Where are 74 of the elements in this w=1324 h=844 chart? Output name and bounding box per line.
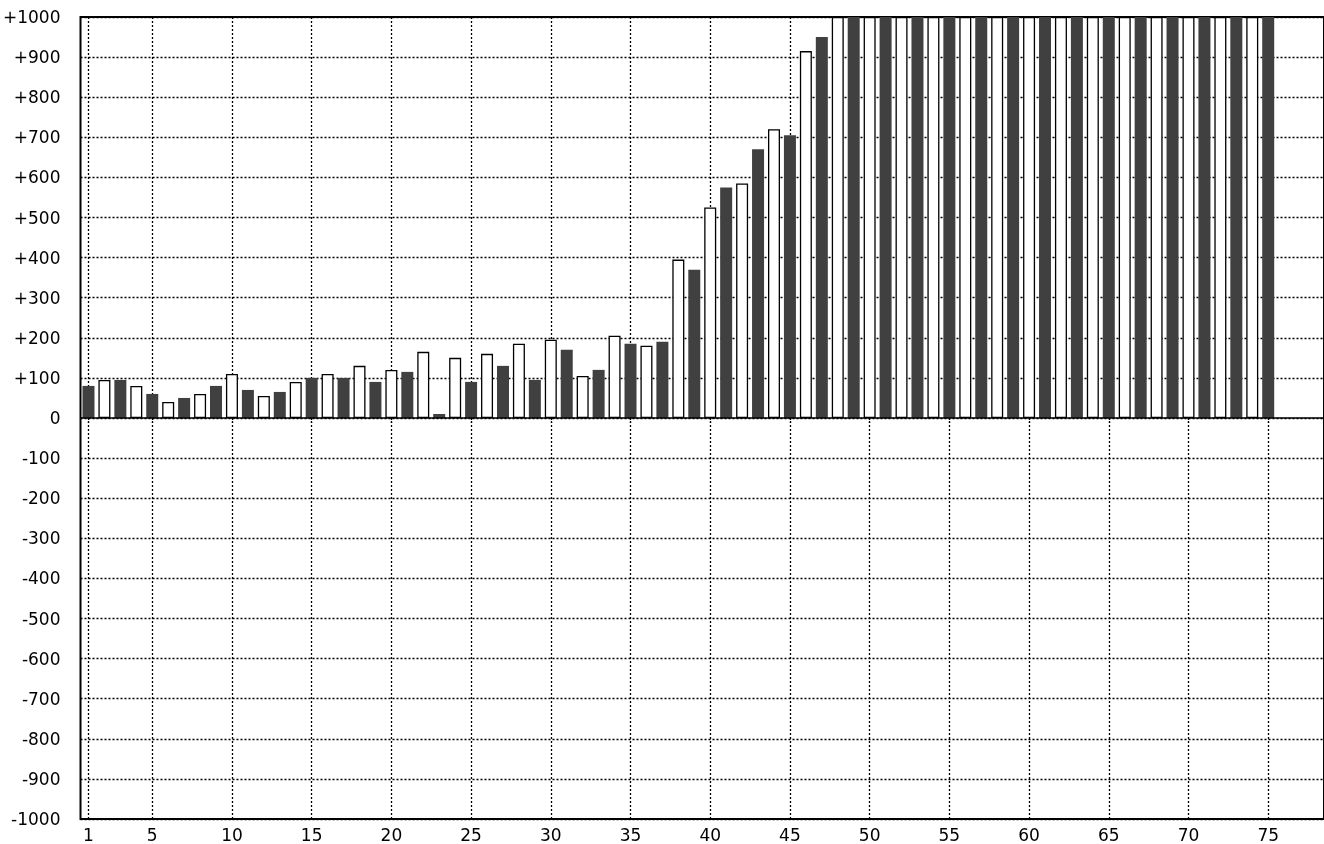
bar <box>210 385 223 418</box>
bar <box>1166 17 1179 418</box>
x-tick-label: 50 <box>858 824 881 844</box>
bar <box>273 391 286 418</box>
x-tick-label: 70 <box>1177 824 1200 844</box>
bar <box>241 389 254 418</box>
y-tick-label: +800 <box>13 87 61 108</box>
bar <box>752 149 765 418</box>
y-tick-label: +100 <box>13 367 61 388</box>
x-tick-label: 25 <box>460 824 482 844</box>
x-tick-label: 30 <box>539 824 562 844</box>
y-tick-label: +700 <box>13 127 61 148</box>
bar <box>943 17 956 418</box>
bar <box>146 393 159 418</box>
bar <box>879 17 892 418</box>
x-tick-label: 45 <box>779 824 801 844</box>
y-tick-label: +600 <box>13 167 61 188</box>
y-tick-label: -100 <box>21 448 61 469</box>
y-tick-label: +1000 <box>2 7 61 27</box>
x-tick-label: 20 <box>380 824 403 844</box>
x-tick-label: 5 <box>146 824 158 844</box>
x-tick-label: 1 <box>83 824 94 844</box>
bar <box>369 381 382 418</box>
x-tick-label: 40 <box>699 824 722 844</box>
y-tick-label: -900 <box>21 768 61 789</box>
y-tick-label: -600 <box>21 648 61 669</box>
x-tick-label: 10 <box>221 824 243 844</box>
bar <box>305 377 318 418</box>
y-tick-label: +900 <box>13 47 61 68</box>
bar <box>82 385 95 418</box>
y-tick-label: -1000 <box>11 809 61 829</box>
x-tick-label: 55 <box>938 824 961 844</box>
y-tick-label: +200 <box>13 327 61 348</box>
y-tick-label: -300 <box>21 528 61 549</box>
x-tick-label: 15 <box>300 824 323 844</box>
bar <box>975 17 988 418</box>
bar <box>401 371 414 418</box>
bar <box>847 17 860 418</box>
bar <box>1134 17 1147 418</box>
bar <box>1198 17 1211 418</box>
bar <box>528 379 541 418</box>
bar <box>114 379 127 418</box>
y-tick-label: +500 <box>13 207 61 228</box>
bar <box>496 365 509 418</box>
bar <box>624 343 637 418</box>
bar <box>465 381 478 418</box>
x-tick-label: 35 <box>619 824 642 844</box>
bar <box>1230 17 1243 418</box>
y-tick-label: +400 <box>13 247 61 268</box>
x-tick-label: 60 <box>1018 824 1040 844</box>
bar <box>337 377 350 418</box>
x-tick-label: 75 <box>1257 824 1280 844</box>
y-tick-label: +300 <box>13 287 61 308</box>
bar <box>592 369 605 418</box>
bar <box>1070 17 1083 418</box>
bar <box>720 187 733 418</box>
bar <box>1007 17 1020 418</box>
bar <box>783 135 796 418</box>
bar <box>688 269 701 418</box>
bar <box>1102 17 1115 418</box>
bar <box>911 17 924 418</box>
y-tick-label: -200 <box>21 488 61 509</box>
y-tick-label: -400 <box>21 568 61 589</box>
y-tick-label: -500 <box>21 608 61 629</box>
bar <box>560 349 573 418</box>
bar <box>178 397 191 418</box>
y-tick-label: -700 <box>21 688 61 709</box>
bar <box>1262 17 1275 418</box>
y-tick-label: -800 <box>21 728 61 749</box>
y-tick-label: 0 <box>49 408 61 428</box>
bar <box>1039 17 1052 418</box>
bar <box>656 341 669 418</box>
bar <box>815 37 828 418</box>
x-tick-label: 65 <box>1097 824 1120 844</box>
